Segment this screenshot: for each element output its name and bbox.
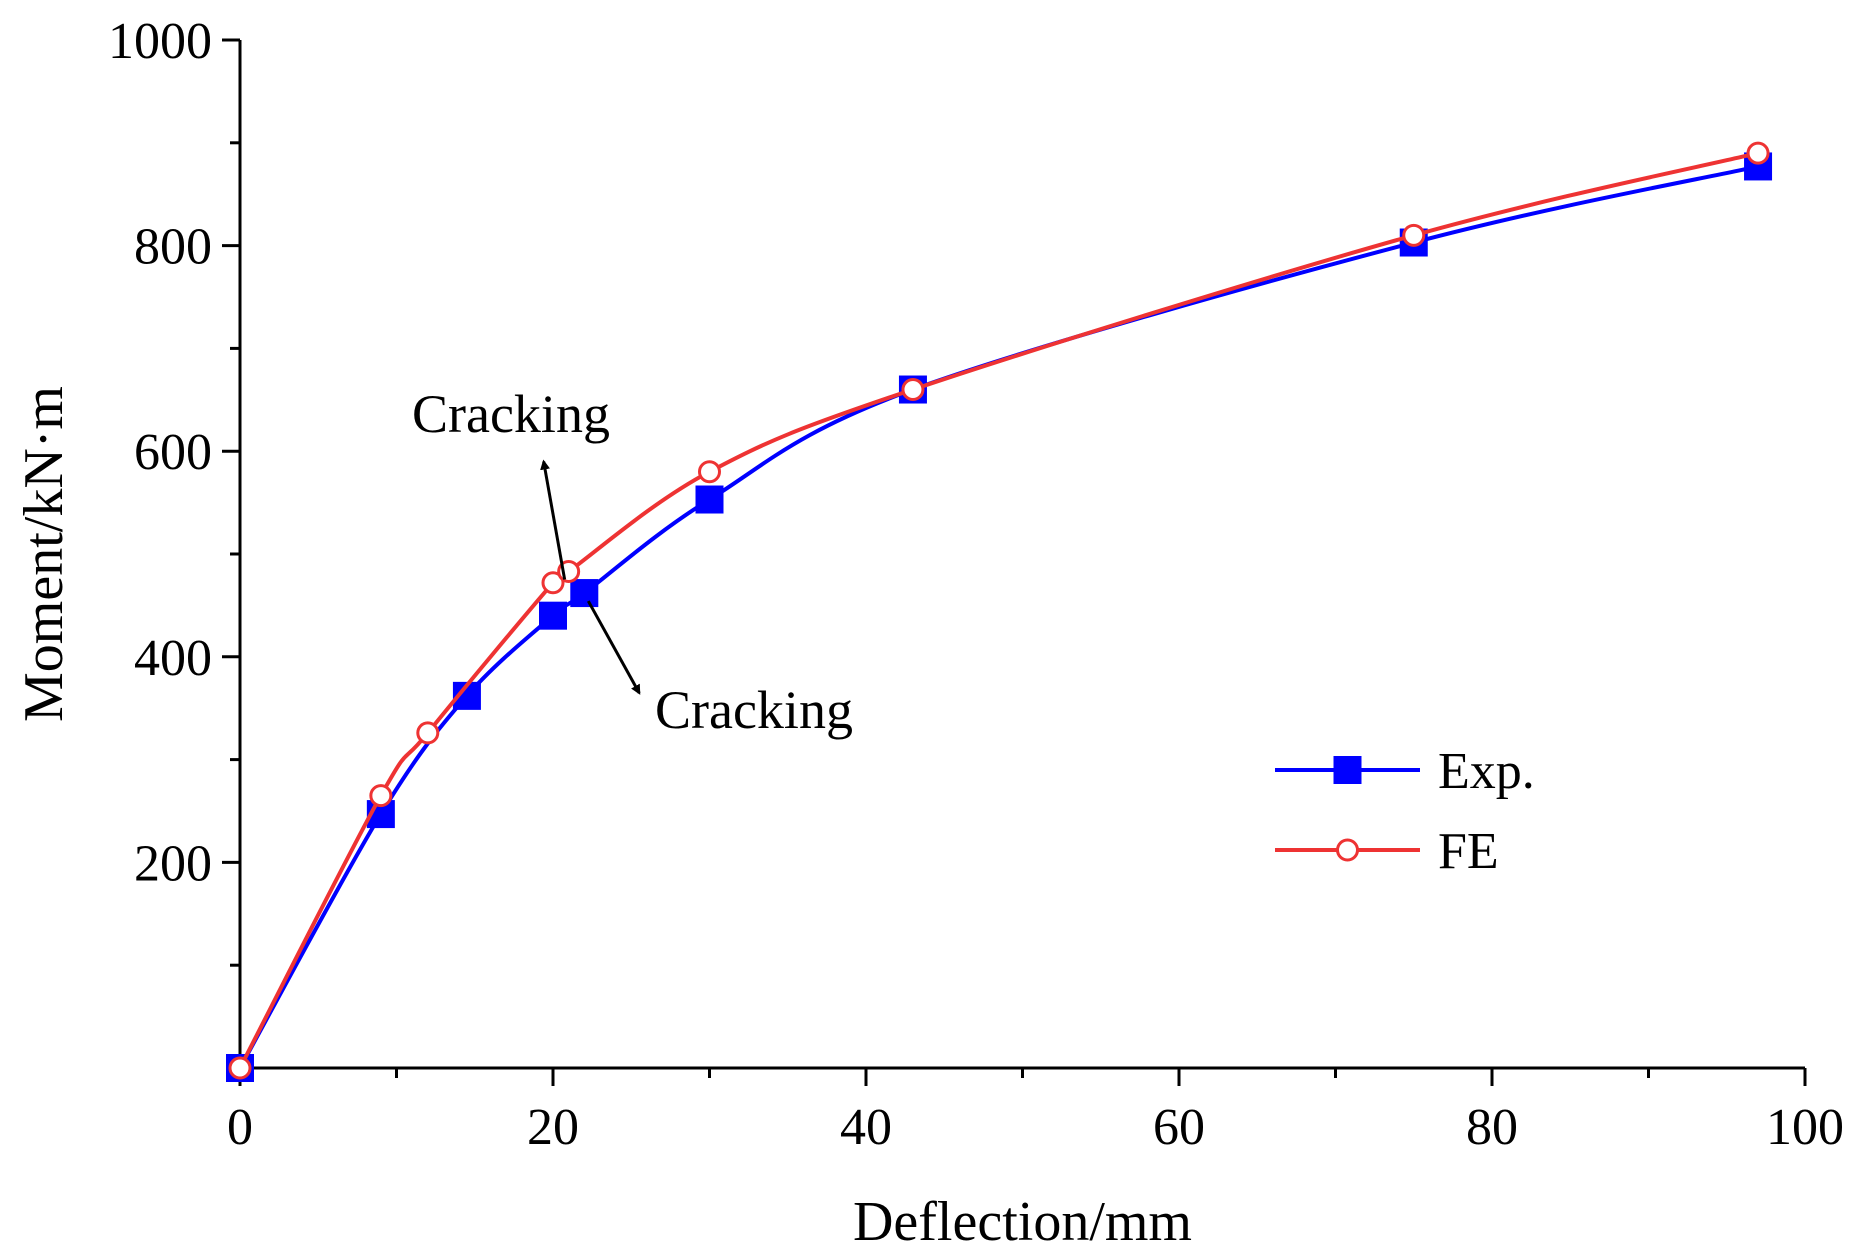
axes: 0 20 40 60 80 100 200 400 600 800 1000 Deflection/m… bbox=[13, 13, 1844, 1253]
cracking-arrow-fe bbox=[540, 459, 567, 580]
legend-marker-exp bbox=[1333, 756, 1362, 784]
cracking-label: Cracking bbox=[412, 384, 610, 444]
legend-marker-fe bbox=[1336, 838, 1359, 862]
series-line-1 bbox=[238, 151, 1759, 1069]
fe-marker bbox=[369, 784, 393, 808]
y-tick-label: 400 bbox=[134, 630, 212, 687]
fe-marker bbox=[1402, 223, 1426, 247]
legend-label-0: Exp. bbox=[1438, 743, 1535, 800]
y-axis-title: Moment/kN·m bbox=[13, 386, 75, 722]
y-tick-label: 800 bbox=[134, 219, 212, 276]
y-tick-label: 1000 bbox=[108, 13, 212, 70]
y-tick-label: 200 bbox=[134, 835, 212, 892]
cracking-arrow-exp bbox=[586, 600, 641, 695]
exp-marker bbox=[570, 579, 599, 608]
x-tick-label: 20 bbox=[527, 1099, 579, 1156]
x-tick-label: 60 bbox=[1153, 1099, 1205, 1156]
fe-marker bbox=[416, 721, 440, 745]
x-axis-title: Deflection/mm bbox=[853, 1191, 1192, 1253]
fe-marker bbox=[541, 571, 565, 595]
series-line-0 bbox=[238, 164, 1759, 1069]
exp-marker bbox=[539, 601, 567, 630]
annotation-layer: Cracking Cracking bbox=[412, 384, 853, 740]
cracking-label: Cracking bbox=[655, 680, 853, 740]
fe-marker bbox=[228, 1056, 252, 1080]
fe-marker bbox=[901, 378, 925, 402]
x-tick-label: 40 bbox=[840, 1099, 892, 1156]
fe-marker bbox=[1746, 141, 1770, 165]
exp-marker bbox=[695, 485, 724, 514]
fe-marker bbox=[698, 460, 721, 484]
x-tick-label: 100 bbox=[1766, 1099, 1844, 1156]
legend: Exp. FE bbox=[1275, 743, 1535, 880]
x-tick-label: 80 bbox=[1466, 1099, 1518, 1156]
series-layer bbox=[226, 141, 1773, 1082]
y-tick-label: 600 bbox=[134, 424, 212, 481]
legend-label-1: FE bbox=[1438, 823, 1499, 880]
x-tick-label: 0 bbox=[227, 1099, 253, 1156]
